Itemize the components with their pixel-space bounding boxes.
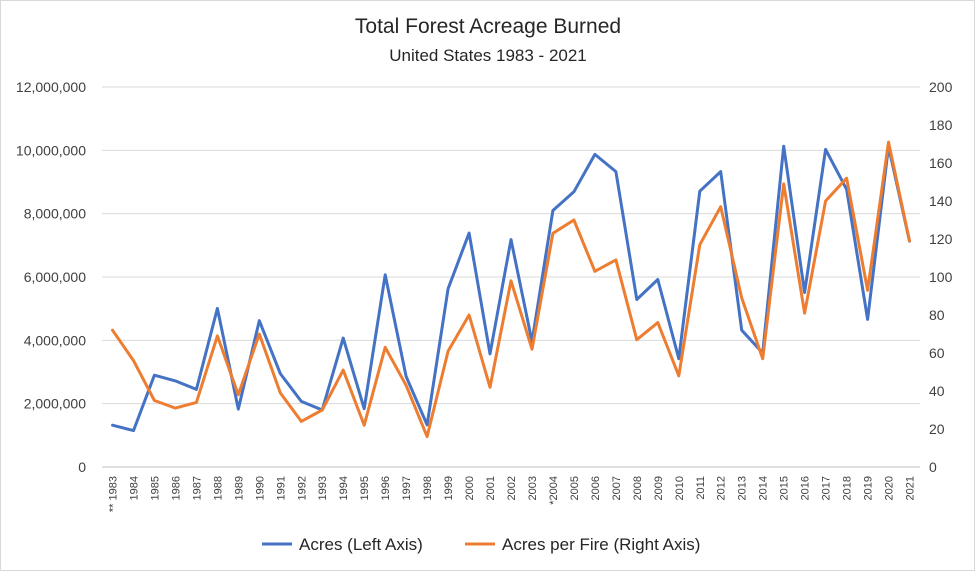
right-tick-label: 100: [929, 269, 953, 285]
chart-subtitle: United States 1983 - 2021: [389, 46, 587, 65]
x-tick-label: 1986: [170, 476, 182, 500]
x-tick-label: *2004: [548, 476, 560, 505]
x-tick-label: 1984: [128, 476, 140, 500]
x-tick-label: ** 1983: [107, 476, 119, 512]
left-tick-label: 0: [78, 459, 86, 475]
x-tick-label: 1998: [422, 476, 434, 500]
series-line-2: [111, 140, 911, 439]
x-tick-label: 2016: [800, 476, 812, 500]
left-tick-label: 6,000,000: [24, 269, 86, 285]
left-tick-label: 2,000,000: [24, 396, 86, 412]
right-tick-label: 40: [929, 383, 945, 399]
x-tick-label: 2011: [695, 476, 707, 500]
x-tick-label: 2021: [905, 476, 917, 500]
x-tick-label: 2014: [758, 476, 770, 500]
x-tick-label: 2006: [590, 476, 602, 500]
x-tick-label: 2005: [569, 476, 581, 500]
left-tick-label: 4,000,000: [24, 332, 86, 348]
left-tick-label: 10,000,000: [16, 142, 86, 158]
chart-title: Total Forest Acreage Burned: [355, 15, 621, 38]
series-layer: [111, 140, 911, 439]
x-tick-label: 2010: [674, 476, 686, 500]
x-tick-label: 2012: [716, 476, 728, 500]
x-tick-label: 2019: [863, 476, 875, 500]
x-tick-label: 1989: [233, 476, 245, 500]
left-tick-label: 12,000,000: [16, 79, 86, 95]
right-tick-label: 120: [929, 231, 953, 247]
x-tick-label: 2007: [611, 476, 623, 500]
x-tick-label: 2003: [527, 476, 539, 500]
legend-label: Acres (Left Axis): [299, 535, 423, 554]
x-tick-label: 1993: [317, 476, 329, 500]
x-tick-label: 2018: [842, 476, 854, 500]
legend: Acres (Left Axis) Acres per Fire (Right A…: [262, 535, 700, 554]
x-tick-label: 2009: [653, 476, 665, 500]
right-tick-label: 140: [929, 193, 953, 209]
right-tick-label: 80: [929, 307, 945, 323]
series-line-1: [111, 144, 911, 433]
right-tick-label: 0: [929, 459, 937, 475]
legend-label: Acres per Fire (Right Axis): [502, 535, 700, 554]
x-tick-label: 2017: [821, 476, 833, 500]
right-tick-label: 180: [929, 117, 953, 133]
x-tick-label: 1994: [338, 476, 350, 500]
x-tick-label: 2002: [506, 476, 518, 500]
x-tick-label: 1999: [443, 476, 455, 500]
right-tick-label: 160: [929, 155, 953, 171]
x-axis: ** 1983 1984 1985 1986 1987 1988 1989 1990 1991 1…: [107, 476, 916, 512]
x-tick-label: 1995: [359, 476, 371, 500]
x-tick-label: 1992: [296, 476, 308, 500]
x-tick-label: 1991: [275, 476, 287, 500]
right-tick-label: 20: [929, 421, 945, 437]
left-tick-label: 8,000,000: [24, 206, 86, 222]
x-tick-label: 2015: [779, 476, 791, 500]
right-tick-label: 60: [929, 345, 945, 361]
x-tick-label: 1988: [212, 476, 224, 500]
x-tick-label: 2013: [737, 476, 749, 500]
x-tick-label: 1990: [254, 476, 266, 500]
right-y-axis: 0 20 40 60 80 100 120 140 160 180 200: [929, 79, 953, 475]
x-tick-label: 2000: [464, 476, 476, 500]
x-tick-label: 1987: [191, 476, 203, 500]
x-tick-label: 2001: [485, 476, 497, 500]
x-tick-label: 1996: [380, 476, 392, 500]
x-tick-label: 2020: [884, 476, 896, 500]
x-tick-label: 2008: [632, 476, 644, 500]
x-tick-label: 1985: [149, 476, 161, 500]
left-y-axis: 0 2,000,000 4,000,000 6,000,000 8,000,000 10,…: [16, 79, 86, 475]
right-tick-label: 200: [929, 79, 953, 95]
x-tick-label: 1997: [401, 476, 413, 500]
